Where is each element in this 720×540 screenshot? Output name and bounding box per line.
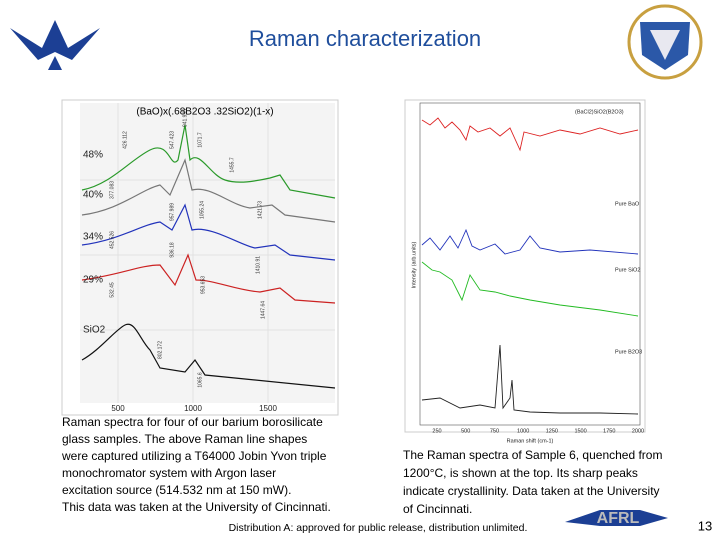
series-label: 34% [83, 232, 103, 243]
y-axis-label: Intensity (arb.units) [411, 241, 417, 288]
x-tick-label: 1000 [517, 428, 529, 434]
x-tick-label: 2000 [632, 428, 644, 434]
peak-label: 1065.6 [197, 372, 203, 388]
figure-title: (BaO)x(.68B2O3 .32SiO2)(1-x) [136, 107, 273, 118]
caption-line: This data was taken at the University of… [62, 500, 331, 514]
x-tick-label: 500 [461, 428, 470, 434]
series-label: 40% [83, 190, 103, 201]
afrl-text: AFRL [597, 510, 640, 527]
legend-label: Pure B2O3 [615, 349, 642, 355]
right-figure [404, 99, 646, 433]
peak-label: 547.423 [169, 131, 175, 149]
peak-label: 426.112 [122, 131, 128, 149]
afrl-shield [627, 4, 703, 80]
caption-line: monochromator system with Argon laser [62, 466, 276, 480]
peak-label: 953.653 [200, 276, 206, 294]
series-label: 29% [83, 275, 103, 286]
series-label: 48% [83, 150, 103, 161]
peak-label: 1455.7 [229, 157, 235, 173]
x-tick-label: 500 [111, 404, 125, 413]
series-label: SiO2 [83, 325, 106, 336]
peak-label: 941.995 [182, 109, 188, 127]
peak-label: 1410.91 [255, 256, 261, 274]
spectra [421, 117, 639, 415]
peak-label: 1447.64 [260, 301, 266, 319]
caption-line: glass samples. The above Raman line shap… [62, 432, 307, 446]
peak-label: 452.526 [109, 231, 115, 249]
afrl-logo: AFRL [565, 510, 668, 527]
peak-label: 936.18 [169, 242, 175, 258]
peak-label: 1055.24 [199, 201, 205, 219]
page-number: 13 [698, 518, 712, 533]
peak-label: 377.083 [109, 181, 115, 199]
peak-label: 1071.7 [197, 132, 203, 148]
x-tick-label: 1500 [259, 404, 277, 413]
peak-label: 1421.73 [257, 201, 263, 219]
x-tick-label: 1250 [546, 428, 558, 434]
caption-line: of Cincinnati. [403, 502, 472, 516]
peak-label: 802.172 [157, 341, 163, 359]
plot-area [80, 103, 335, 403]
x-tick-label: 1000 [184, 404, 202, 413]
distribution: Distribution A: approved for public rele… [229, 522, 528, 534]
caption-line: 1200°C, is shown at the top. Its sharp p… [403, 466, 638, 480]
caption-line: The Raman spectra of Sample 6, quenched … [403, 448, 662, 462]
caption-line: were captured utilizing a T64000 Jobin Y… [61, 449, 327, 463]
spectra [81, 124, 336, 389]
peak-label: 957.989 [169, 203, 175, 221]
x-tick-label: 1500 [574, 428, 586, 434]
x-axis-label: Raman shift (cm-1) [507, 438, 554, 444]
peak-label: 532.45 [109, 282, 115, 298]
caption-line: excitation source (514.532 nm at 150 mW)… [62, 483, 291, 497]
grid [80, 103, 335, 403]
air-force-logo [10, 20, 100, 70]
caption-line: Raman spectra for four of our barium bor… [62, 415, 323, 429]
slide-title: Raman characterization [249, 26, 481, 51]
x-tick-label: 250 [432, 428, 441, 434]
caption-line: indicate crystallinity. Data taken at th… [403, 484, 660, 498]
plot-area [419, 102, 641, 426]
legend-label: Pure SiO2 [615, 267, 640, 273]
x-tick-label: 1750 [603, 428, 615, 434]
x-tick-label: 750 [490, 428, 499, 434]
legend-label: (BaCl2)SiO2(B2O3) [575, 109, 624, 115]
legend-label: Pure BaO [615, 201, 640, 207]
